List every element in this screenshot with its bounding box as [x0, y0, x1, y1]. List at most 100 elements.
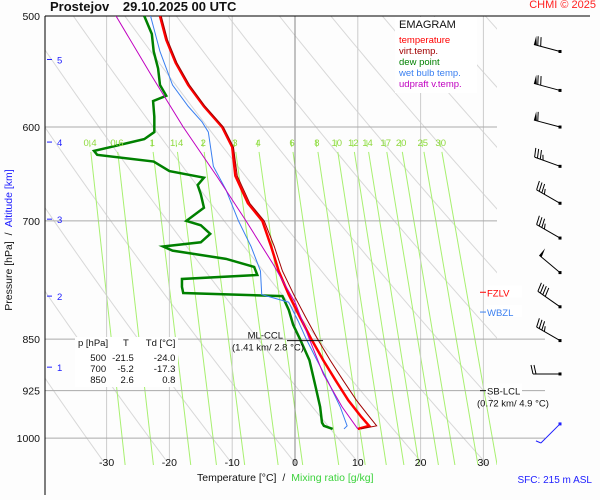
annotation-detail: (0.72 km/ 4.9 °C) [477, 399, 549, 410]
legend-item: wet bulb temp. [399, 68, 461, 79]
wind-barb-staff [534, 156, 561, 167]
mixing-ratio-line [152, 151, 192, 465]
wind-barb-flag [539, 248, 546, 258]
wind-barb-station [558, 236, 562, 240]
mixing-ratio-line [423, 151, 479, 465]
x-tick-label: -10 [225, 457, 240, 469]
wind-barb-feather [542, 286, 547, 295]
x-axis-label-mixing: Mixing ratio [g/kg] [291, 472, 374, 484]
x-axis-label: Temperature [°C] [197, 472, 277, 484]
y-tick-label: 925 [22, 386, 40, 398]
mixing-ratio-label: 3 [232, 138, 237, 149]
x-tick-label: 20 [415, 457, 427, 469]
mixing-ratio-label: 12 [348, 138, 359, 149]
mixing-ratio-label: 8 [314, 138, 319, 149]
legend-item: virt.temp. [399, 46, 439, 57]
annotation-bg [486, 305, 522, 318]
wind-barb-feather [538, 319, 543, 329]
mixing-ratio-label: 17 [380, 138, 391, 149]
ccl-label: ML-CCL [248, 331, 283, 342]
dry-adiabat [227, 16, 497, 339]
wind-barb-station [558, 271, 562, 275]
table-row: 850 2.6 0.8 [78, 375, 175, 386]
mixing-ratio-line [258, 151, 304, 465]
wind-barb-staff [533, 119, 561, 128]
surface-info: SFC: 215 m ASL [517, 475, 592, 486]
dry-adiabat [565, 0, 600, 474]
legend-title: EMAGRAM [399, 19, 456, 31]
chart-header: Prostejov 29.10.2025 00 UTC [50, 0, 236, 14]
dry-adiabat [45, 49, 362, 465]
wind-barb-feather [535, 440, 542, 444]
wind-barb-feather [530, 364, 534, 375]
wind-barb-flag [533, 35, 537, 46]
mixing-ratio-line [368, 151, 420, 465]
altitude-tick-label: 4 [57, 138, 62, 149]
wind-barb-staff [540, 423, 561, 444]
mixing-ratio-label: 6 [289, 138, 294, 149]
dry-adiabat [45, 206, 234, 465]
wind-barb-feather [536, 318, 540, 328]
mixing-ratio-label: 30 [435, 138, 446, 149]
wind-barb-staff [533, 44, 561, 52]
station-name: Prostejov [50, 0, 110, 14]
wind-barb-station [558, 201, 562, 205]
wind-barb-station [558, 422, 562, 426]
wind-barb-station [558, 125, 562, 129]
wind-barb-feather [536, 215, 540, 225]
mixing-ratio-label: 0.4 [84, 138, 97, 149]
wind-barb-station [558, 305, 562, 309]
wind-barb-feather [543, 223, 546, 230]
wind-barb-feather [536, 180, 540, 190]
wind-barb-staff [538, 254, 561, 273]
x-tick-label: 30 [478, 457, 490, 469]
mixing-ratio-line [117, 151, 154, 465]
x-tick-label: 0 [292, 457, 298, 469]
wind-barb-feather [538, 217, 543, 227]
wind-barb-station [558, 88, 562, 92]
dry-adiabat [45, 377, 107, 465]
series-line-wet-bulb-temp- [150, 16, 348, 430]
y-tick-label: 600 [22, 122, 40, 134]
mixing-ratio-line [337, 151, 387, 465]
legend-item: dew point [399, 57, 440, 68]
mixing-ratio-label: 14 [362, 138, 373, 149]
value-table: p [hPa] T Td [°C] 500 -21.5 -24.0 700 -5.2 -17.… [75, 337, 179, 387]
mixing-ratio-line [353, 151, 405, 465]
table-cell: 850 [90, 375, 107, 386]
wind-barb-feather [544, 287, 550, 297]
ccl-detail: (1.41 km/ 2.8 °C) [232, 343, 304, 354]
x-axis-sep: / [282, 472, 286, 484]
wind-barb-feather [543, 188, 546, 195]
y-axis-title: Pressure [hPa] / Altitude [km] [3, 155, 15, 325]
wind-barb-station [558, 164, 562, 168]
mixing-ratio-tick [439, 140, 441, 148]
wind-barb-feather [533, 364, 537, 375]
mixing-ratio-line [441, 151, 497, 465]
dry-adiabat [124, 16, 489, 465]
y-tick-label: 500 [22, 11, 40, 23]
series-line-temperature [158, 16, 372, 431]
wind-barb-staff [536, 326, 561, 342]
annotation-label-fzlv: FZLV [487, 288, 510, 299]
mixing-ratio-label: 25 [418, 138, 429, 149]
table-cell: -5.2 [117, 364, 134, 375]
mixing-ratio-line [235, 151, 279, 465]
wind-barb-feather [536, 148, 540, 159]
x-tick-label: -30 [99, 457, 114, 469]
annotation-label-sb-lcl: SB-LCL [487, 387, 520, 398]
legend-item: temperature [399, 35, 451, 46]
wind-barb-staff [533, 82, 561, 91]
wind-barb-station [558, 339, 562, 343]
wind-barb-feather [543, 326, 546, 332]
credit: CHMI © 2025 [529, 0, 596, 11]
wind-barb-staff [536, 224, 561, 239]
dry-adiabat [278, 16, 497, 274]
annotation-label-wbzl: WBZL [487, 308, 513, 319]
table-row: 500 -21.5 -24.0 [78, 353, 175, 364]
wind-barb-flag [533, 111, 537, 121]
mixing-ratio-line [401, 151, 456, 465]
y-axis-label: Pressure [hPa] [3, 241, 15, 311]
wind-barb-feather [539, 284, 545, 294]
table-cell: 0.8 [162, 375, 176, 386]
